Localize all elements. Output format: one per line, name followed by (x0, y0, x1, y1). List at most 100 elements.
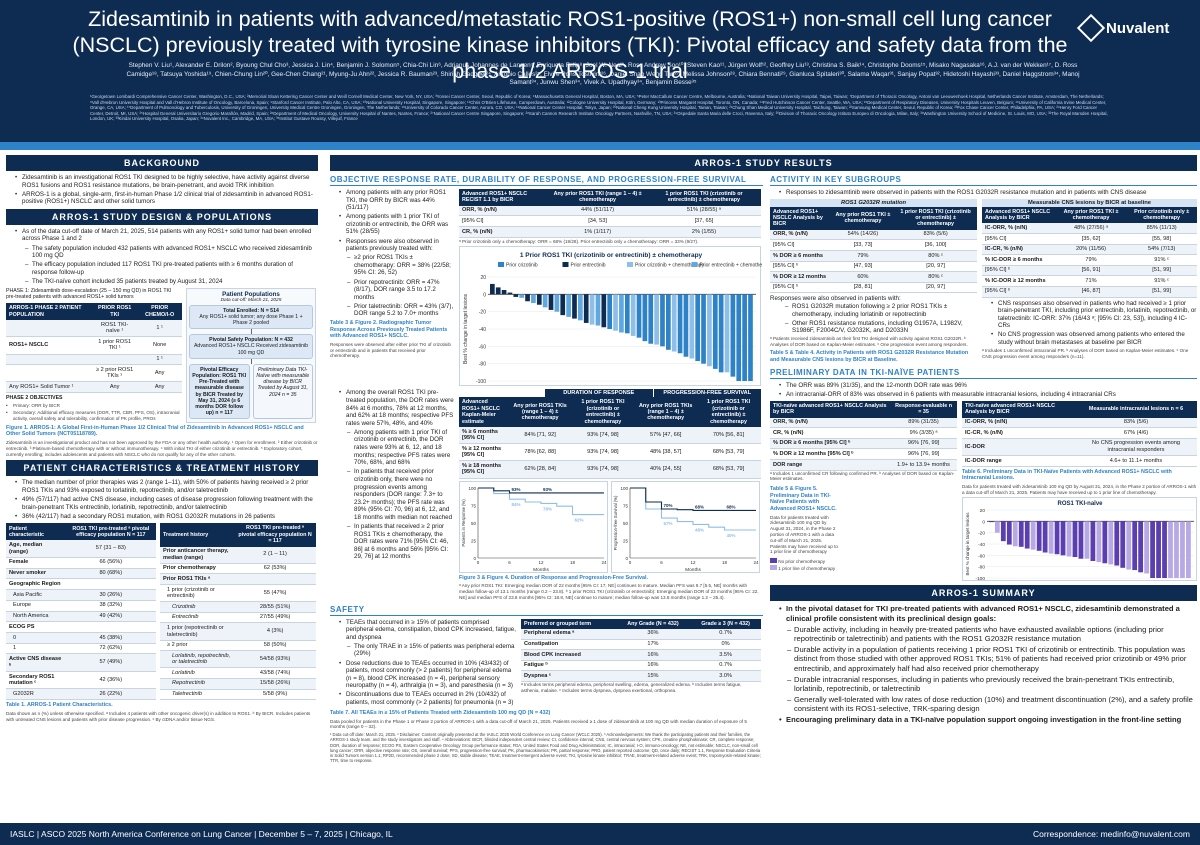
waterfall-bar (648, 294, 654, 345)
table-row: Peripheral edema ᵃ 36% 0.7% (521, 628, 761, 640)
y-tick-label: 0 (982, 520, 985, 526)
table-cell (6, 354, 92, 366)
table-header: Any prior ROS1 TKI ± chemotherapy (1055, 206, 1127, 224)
table-cell: 62 (53%) (234, 563, 316, 575)
table-header-row: Advanced ROS1+ NSCLC Analysis by BICR Any… (982, 206, 1197, 224)
waterfall-svg: 1 Prior ROS1 TKI (crizotinib or entrecti… (463, 252, 772, 385)
table-cell: 54% (14/26) (831, 229, 895, 241)
cns-table: Advanced ROS1+ NSCLC Analysis by BICR Any… (982, 206, 1197, 298)
list-item: TEAEs that occurred in ≥ 15% of patients… (339, 619, 516, 642)
km-label: 68% (695, 504, 704, 509)
waterfall-bar (1054, 521, 1060, 555)
orr-table: Advanced ROS1+ NSCLC RECIST 1.1 by BICR A… (459, 189, 761, 238)
orr-list: Among patients with any prior ROS1 TKI, … (330, 189, 454, 253)
table-cell: 70% [56, 81] (696, 427, 761, 445)
waterfall-bar (601, 294, 607, 328)
middle-column: ARROS-1 STUDY RESULTS OBJECTIVE RESPONSE… (330, 155, 1197, 817)
table-cell: 57 (49%) (65, 653, 156, 672)
y-tick-label: 0 (483, 293, 486, 299)
legend-label: Prior crizotinib (506, 263, 538, 269)
waterfall-bar (695, 294, 701, 362)
y-tick-label: 20 (980, 508, 986, 514)
subgroups-list: Responses to zidesamtinib were observed … (770, 189, 1197, 197)
table-header-row: Advanced ROS1+ NSCLC RECIST 1.1 by BICR A… (459, 189, 761, 206)
figure5-footnote: Data for patients treated with zidesamti… (770, 514, 838, 555)
table-cell: 1 prior ROS1 TKI ¹ (91, 336, 138, 355)
table-cell: 1 ¹ (137, 320, 182, 338)
km-label: 40% (727, 533, 736, 538)
orr-text: Among patients with any prior ROS1 TKI, … (330, 189, 454, 386)
table-row: Fatigue ᵇ 16% 0.7% (521, 660, 761, 672)
flow-subtitle: Data cut-off: March 21, 2025 (220, 297, 282, 303)
table-header: Response-evaluable n = 35 (890, 400, 957, 418)
table-cell: DOR range (770, 459, 891, 471)
table-cell: 4 (3%) (234, 622, 316, 641)
table-cell: 48% [38, 57] (635, 443, 697, 462)
table-cell: 0% (690, 639, 761, 651)
table-header: Grade ≥ 3 (N = 432) (690, 618, 761, 629)
y-tick-label: 100 (620, 485, 628, 490)
waterfall-bar (560, 294, 566, 316)
table-header: PRIOR ROS1 TKI (91, 303, 138, 321)
y-tick-label: -100 (476, 379, 486, 385)
conference-info: IASLC | ASCO 2025 North America Conferen… (10, 829, 393, 839)
waterfall-bar (724, 294, 730, 373)
table-cell (65, 578, 156, 591)
background-list: Zidesamtinib is an investigational ROS1 … (6, 174, 318, 206)
waterfall-bar (1138, 521, 1144, 573)
table-cell: 80% ᶜ (894, 271, 977, 283)
table-cell: 80% ᶜ (894, 250, 977, 262)
safety-sublist: The only TRAE in ≥ 15% of patients was p… (338, 643, 516, 658)
waterfall-bar (666, 294, 671, 351)
table-cell: 80 (68%) (65, 568, 156, 580)
table-cell: 51% (28/55) ᵃ (646, 205, 761, 217)
x-axis-label: Months (533, 567, 549, 573)
table-row: Asia Pacific 30 (26%) (6, 589, 156, 601)
list-item: Prior repotrectinib: ORR = 47% (8/17), D… (347, 279, 454, 302)
table-cell: 20% (11/56) (1055, 244, 1127, 256)
waterfall-bar (742, 294, 747, 382)
x-tick-label: 24 (601, 560, 607, 565)
waterfall-bar (677, 294, 683, 354)
safety-row: TEAEs that occurred in ≥ 15% of patients… (330, 618, 763, 709)
table-cell: [28, 81] (831, 282, 895, 294)
table-cell: [20, 97] (894, 261, 977, 273)
waterfall-bar (507, 292, 513, 295)
table-cell: [51, 99] (1126, 286, 1197, 298)
teae-footnote: ᵃ Includes terms peripheral edema, perip… (521, 681, 742, 693)
waterfall-bar (1036, 521, 1042, 552)
km-curve (478, 487, 604, 515)
list-item: 49% (57/117) had active CNS disease, inc… (15, 496, 318, 511)
dor-text: Among the overall ROS1 TKI pre-treated p… (330, 389, 454, 600)
flow-total-sub: Any ROS1+ solid tumor; any dose Phase 1 … (199, 313, 303, 326)
table-cell: 45 (38%) (65, 632, 156, 644)
x-tick-label: 6 (508, 560, 511, 565)
x-tick-label: 18 (570, 560, 576, 565)
y-tick-label: 100 (468, 485, 476, 490)
waterfall-bar (619, 294, 624, 333)
y-axis-label: Best % change in target lesions (965, 512, 970, 576)
table-row: % ≥ 18 months [95% CI] 62% [28, 84] 93% [7… (459, 460, 761, 479)
table1-footnote: Data shown as n (%) unless otherwise spe… (6, 710, 311, 722)
km-curve (630, 487, 756, 531)
table-row: North America 49 (42%) (6, 611, 156, 623)
table-cell: [36, 100] (894, 239, 977, 251)
table-cell: 36% (615, 628, 691, 640)
list-item: 36% (42/117) had a secondary ROS1 mutati… (15, 513, 318, 521)
correspondence-email[interactable]: Correspondence: medinfo@nuvalent.com (1033, 829, 1190, 839)
list-item: Primary: ORR by BICR (6, 403, 182, 409)
list-item: Among patients with 1 prior TKI of crizo… (347, 429, 454, 467)
list-item: Generally well-tolerated with low rates … (787, 695, 1197, 714)
list-item: In the pivotal dataset for TKI pre-treat… (779, 604, 1197, 623)
table-cell: [95% CI] ᵇ (770, 282, 832, 294)
waterfall-chart: 1 Prior ROS1 TKI (crizotinib or entrecti… (459, 246, 772, 387)
table-header-row: Advanced ROS1+ NSCLC Kaplan-Meier estima… (459, 397, 761, 428)
design-list: As of the data cut-off date of March 21,… (6, 228, 318, 243)
km-label: 48% (695, 527, 704, 532)
table-row: IC-DOR range 4.6+ to 11.1+ months (962, 455, 1197, 467)
waterfall-bar (624, 294, 630, 334)
legend-swatch (770, 558, 777, 564)
table-cell: % DOR ≥ 12 months [95% CI] ᵇ (770, 448, 891, 460)
table-cell: Blood CPK increased (521, 649, 616, 661)
table-cell: 96% [76, 99] (890, 448, 957, 460)
